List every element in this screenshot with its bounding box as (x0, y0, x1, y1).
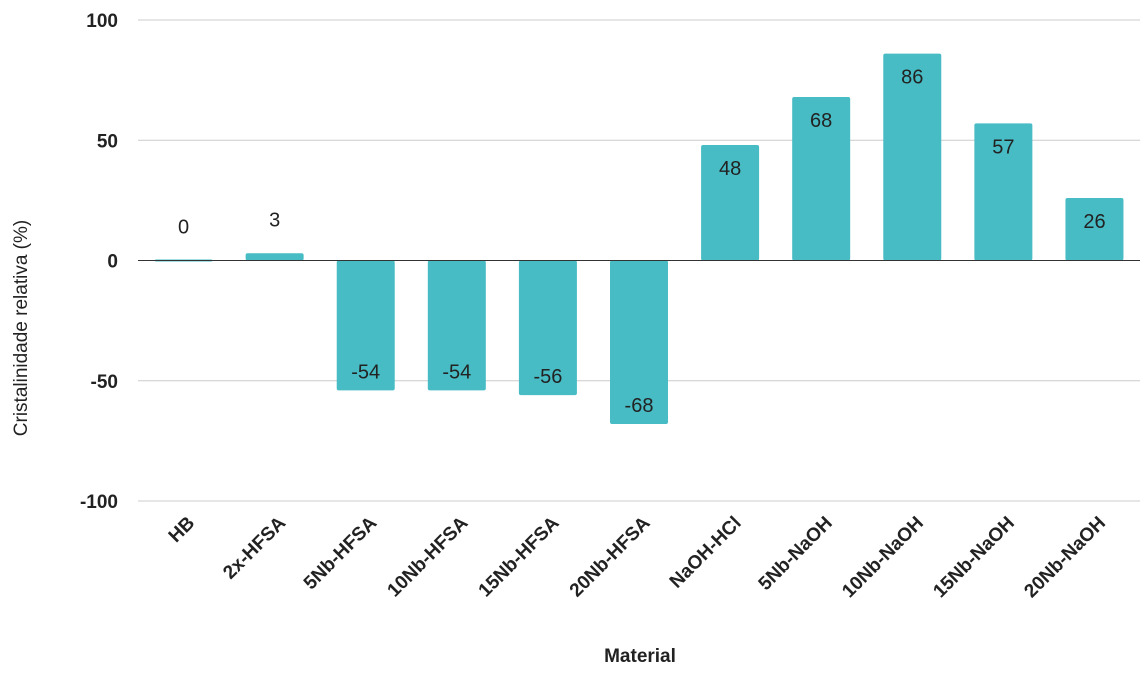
bar (701, 145, 760, 261)
bar (974, 123, 1033, 261)
bars (154, 53, 1124, 425)
data-label: -54 (351, 361, 380, 383)
bar (610, 260, 668, 425)
data-label: 26 (1083, 211, 1105, 233)
x-tick-label: 10Nb-HFSA (384, 512, 473, 601)
x-axis-title: Material (604, 646, 676, 667)
x-tick-label: 5Nb-HFSA (300, 512, 381, 593)
data-label: 0 (178, 217, 189, 239)
x-tick-label: HB (165, 513, 199, 547)
x-tick-label: 20Nb-HFSA (566, 512, 655, 601)
y-tick-label: 100 (86, 11, 118, 32)
bar (427, 260, 486, 391)
data-label: -68 (625, 395, 654, 417)
x-tick-label: 5Nb-NaOH (755, 513, 837, 595)
data-label: -54 (442, 361, 471, 383)
bar (336, 260, 395, 391)
bar (245, 253, 304, 261)
bar (883, 53, 942, 261)
data-label: 86 (901, 67, 923, 89)
x-tick-label: 15Nb-NaOH (929, 513, 1019, 603)
data-label: -56 (533, 366, 562, 388)
y-tick-label: -100 (80, 492, 118, 513)
y-tick-label: -50 (91, 372, 118, 393)
x-tick-label: 20Nb-NaOH (1020, 513, 1110, 603)
x-tick-label: 2x-HFSA (219, 512, 290, 583)
data-labels: 0 3 -54 -54 -56 -68 48 68 86 57 26 (178, 67, 1106, 417)
x-tick-label: 10Nb-NaOH (838, 513, 928, 603)
data-label: 68 (810, 110, 832, 132)
bar (1065, 197, 1124, 261)
y-axis-ticks: 100 50 0 -50 -100 (80, 11, 118, 513)
data-label: 48 (719, 158, 741, 180)
x-axis-ticks: HB 2x-HFSA 5Nb-HFSA 10Nb-HFSA 15Nb-HFSA 20Nb-… (165, 512, 1110, 602)
bar (518, 260, 577, 396)
y-axis-title: Cristalinidade relativa (%) (11, 220, 32, 436)
data-label: 57 (992, 136, 1014, 158)
data-label: 3 (269, 209, 280, 231)
x-tick-label: 15Nb-HFSA (475, 512, 564, 601)
x-tick-label: NaOH-HCl (666, 513, 746, 593)
bar (792, 96, 851, 261)
y-tick-label: 50 (97, 131, 118, 152)
y-tick-label: 0 (107, 252, 118, 273)
